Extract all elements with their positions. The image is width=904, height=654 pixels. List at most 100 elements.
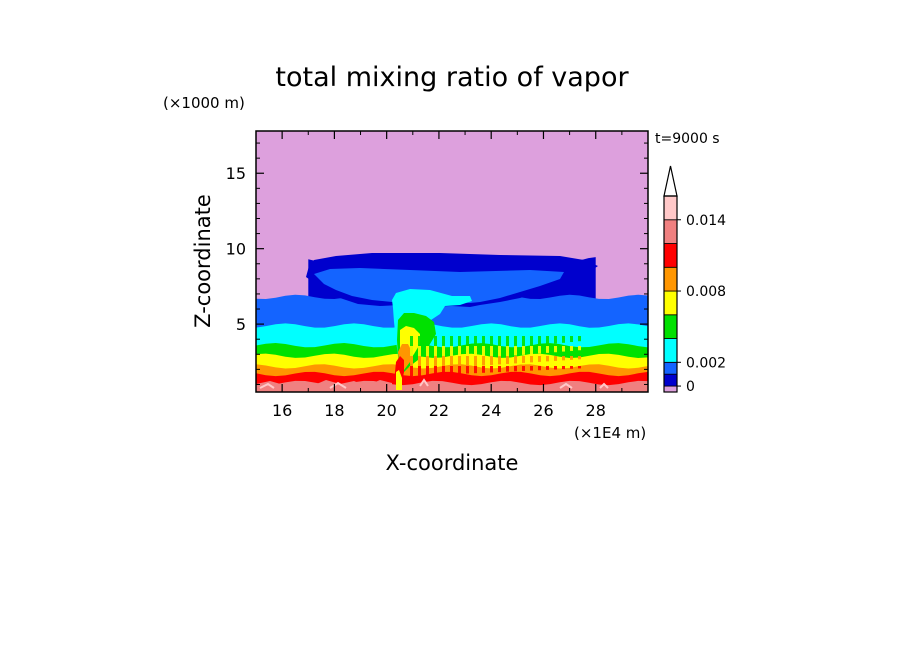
plume-stem bbox=[396, 370, 402, 390]
wave-ripple bbox=[442, 356, 445, 369]
wave-ripple bbox=[466, 366, 469, 374]
plot-area bbox=[256, 131, 648, 392]
wave-ripple bbox=[410, 356, 413, 371]
colorbar-swatch bbox=[663, 338, 678, 363]
wave-ripple bbox=[490, 356, 493, 365]
updraft-column bbox=[392, 289, 472, 360]
wave-ripple bbox=[506, 356, 509, 364]
wave-ripple bbox=[498, 336, 501, 350]
wave-ripple bbox=[410, 366, 413, 377]
wave-ripple bbox=[562, 356, 565, 361]
wave-ripple bbox=[498, 356, 501, 365]
time-label: t=9000 s bbox=[655, 131, 720, 147]
wave-ripple bbox=[450, 356, 453, 368]
wave-ripple bbox=[466, 346, 469, 360]
y-tick-label: 5 bbox=[236, 315, 246, 334]
wave-ripple bbox=[458, 346, 461, 361]
x-unit-label: (×1E4 m) bbox=[574, 424, 646, 442]
wave-ripple bbox=[506, 336, 509, 349]
wave-ripple bbox=[554, 366, 557, 370]
wave-ripple bbox=[570, 336, 573, 342]
colorbar-frame bbox=[663, 195, 678, 393]
wave-ripple bbox=[514, 336, 517, 348]
wave-ripple bbox=[530, 366, 533, 371]
wave-ripple bbox=[522, 356, 525, 363]
colorbar-swatch bbox=[663, 219, 678, 244]
wave-ripple bbox=[554, 336, 557, 344]
wave-ripple bbox=[522, 336, 525, 347]
wave-ripple bbox=[434, 336, 437, 356]
wave-ripple bbox=[514, 346, 517, 356]
wave-ripple bbox=[418, 346, 421, 364]
contour-band bbox=[256, 323, 648, 349]
wave-ripple bbox=[570, 356, 573, 360]
wave-ripple bbox=[474, 336, 477, 352]
x-tick-label: 26 bbox=[533, 401, 553, 420]
wave-ripple bbox=[434, 366, 437, 376]
wave-ripple bbox=[458, 336, 461, 354]
wave-ripple bbox=[546, 366, 549, 370]
wave-ripple bbox=[490, 366, 493, 373]
x-tick-label: 16 bbox=[272, 401, 292, 420]
wave-ripple bbox=[418, 366, 421, 376]
wave-ripple bbox=[426, 346, 429, 363]
x-tick-label: 22 bbox=[429, 401, 449, 420]
wave-ripple bbox=[570, 366, 573, 369]
wave-ripple bbox=[546, 356, 549, 362]
wave-ripple bbox=[474, 356, 477, 366]
gravity-wave-ripples bbox=[410, 336, 581, 377]
x-axis: 16 18 20 22 24 26 28 bbox=[255, 131, 649, 420]
wave-ripple bbox=[434, 356, 437, 369]
x-tick-label: 28 bbox=[586, 401, 606, 420]
wave-ripple bbox=[506, 346, 509, 357]
wave-ripple bbox=[450, 366, 453, 375]
wave-ripple bbox=[514, 366, 517, 372]
wave-ripple bbox=[482, 366, 485, 373]
colorbar-tick-label: 0 bbox=[686, 379, 695, 395]
wave-ripple bbox=[490, 336, 493, 350]
colorbar: 0 0.002 0.008 0.014 bbox=[663, 165, 726, 395]
wave-ripple bbox=[578, 346, 581, 351]
wave-ripple bbox=[530, 346, 533, 355]
wave-ripple bbox=[418, 356, 421, 370]
wave-ripple bbox=[482, 356, 485, 366]
x-tick-label: 24 bbox=[481, 401, 501, 420]
wave-ripple bbox=[554, 356, 557, 361]
colorbar-swatch bbox=[663, 195, 678, 221]
wave-ripple bbox=[514, 356, 517, 364]
wave-ripple bbox=[434, 346, 437, 363]
colorbar-swatch bbox=[663, 314, 678, 339]
wave-ripple bbox=[474, 346, 477, 359]
wave-ripple bbox=[466, 356, 469, 367]
wave-ripple bbox=[578, 366, 581, 369]
wave-ripple bbox=[554, 346, 557, 353]
surface-highlights bbox=[259, 378, 609, 389]
anvil-core-contour bbox=[314, 268, 564, 303]
y-tick-label: 10 bbox=[226, 240, 246, 259]
contour-band bbox=[256, 294, 648, 329]
colorbar-swatch bbox=[663, 290, 678, 316]
wave-ripple bbox=[562, 366, 565, 370]
wave-ripple bbox=[530, 336, 533, 346]
chart-title: total mixing ratio of vapor bbox=[275, 62, 629, 93]
wave-ripple bbox=[506, 366, 509, 372]
wave-ripple bbox=[426, 356, 429, 370]
colorbar-tick-label: 0.008 bbox=[686, 284, 726, 300]
wave-ripple bbox=[482, 336, 485, 351]
wave-ripple bbox=[538, 356, 541, 362]
wave-ripple bbox=[538, 366, 541, 371]
wave-ripple bbox=[578, 336, 581, 342]
wave-ripple bbox=[498, 346, 501, 357]
y-axis-label: Z-coordinate bbox=[191, 194, 215, 328]
x-tick-label: 20 bbox=[376, 401, 396, 420]
colorbar-swatch bbox=[663, 361, 678, 375]
colorbar-tick-label: 0.014 bbox=[686, 213, 726, 229]
y-axis: 5 10 15 bbox=[226, 142, 648, 385]
wave-ripple bbox=[498, 366, 501, 373]
wave-ripple bbox=[538, 346, 541, 354]
colorbar-extend-arrow bbox=[663, 165, 678, 197]
colorbar-swatch bbox=[663, 373, 678, 387]
x-tick-label: 18 bbox=[324, 401, 344, 420]
wave-ripple bbox=[426, 366, 429, 376]
wave-ripple bbox=[538, 336, 541, 346]
